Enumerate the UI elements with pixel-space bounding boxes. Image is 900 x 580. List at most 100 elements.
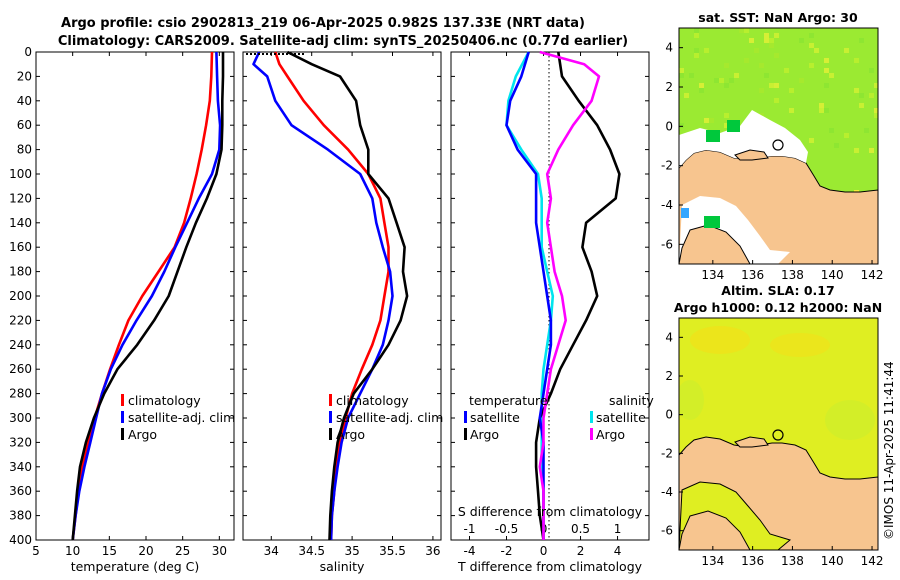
y-tick-label: 160 [9,240,32,254]
legend-swatch-climatology [329,394,332,406]
y-tick-label: 220 [9,313,32,327]
sst-pixel [704,48,709,53]
diff-line-temperature-argo [534,51,621,541]
legend-label-temp-satellite: satellite [470,410,520,425]
sst-pixel [679,123,684,128]
y-tick-label: 380 [9,509,32,523]
s-diff-tick-label: 1 [614,522,622,536]
map-lat-label: 4 [665,330,673,344]
sst-pixel [724,83,729,88]
sst-pixel [774,33,779,38]
legend-label-temp-argo: Argo [470,427,499,442]
legend-label-argo: Argo [128,427,157,442]
sst-pixel [699,83,704,88]
legend-swatch-satellite [329,411,332,423]
map-lon-label: 134 [701,554,724,568]
sst-pixel [809,138,814,143]
sst-pixel [824,58,829,63]
sst-pixel [709,118,714,123]
x-tick-label: -4 [464,544,476,558]
sst-pixel [724,123,729,128]
sst-pixel [824,108,829,113]
timestamp-stamp: ©IMOS 11-Apr-2025 11:41:44 [882,361,896,540]
salinity-panel [242,51,442,541]
sst-pixel [684,93,689,98]
map-lat-label: 2 [665,369,673,383]
x-tick-label: 34 [264,544,279,558]
map-lat-label: -4 [661,198,673,212]
sst-map-title: sat. SST: NaN Argo: 30 [698,10,858,25]
difference-legend: temperature salinity satellite Argo sate… [464,393,654,442]
map-lat-label: -2 [661,446,673,460]
sla-map-title-line1: Altim. SLA: 0.17 [721,283,834,298]
map-lat-label: -4 [661,485,673,499]
sst-pixel [864,128,869,133]
sst-pixel [859,38,864,43]
diff-line-temperature-satellite [505,51,555,540]
legend-header-temperature: temperature [469,393,548,408]
sst-pixel [754,48,759,53]
sst-pixel [854,148,859,153]
y-tick-label: 180 [9,265,32,279]
sst-pixel [729,78,734,83]
x-tick-label: 35.5 [379,544,406,558]
sst-pixel [769,83,774,88]
sst-pixel [829,128,834,133]
temperature-legend: climatology satellite-adj. clim Argo [121,393,235,442]
sst-pixel [874,83,878,88]
sst-pixel [824,83,829,88]
sla-map-title-line2: Argo h1000: 0.12 h2000: NaN [674,300,882,315]
sla-high-blob [770,333,830,357]
sst-pixel [719,78,724,83]
x-tick-label: 36 [425,544,440,558]
y-tick-label: 400 [9,533,32,547]
sla-low-blob [825,400,875,440]
sst-pixel [869,93,874,98]
x-tick-label: -2 [501,544,513,558]
x-tick-label: 20 [138,544,153,558]
diff-line-salinity-argo [538,50,601,540]
x-tick-label: 5 [32,544,40,558]
sla-low-blob [679,380,704,420]
map-lon-label: 142 [861,268,884,282]
sst-pixel [809,33,814,38]
sst-pixel [739,28,744,33]
sst-pixel [744,58,749,63]
y-tick-label: 280 [9,387,32,401]
legend-swatch-argo [329,428,332,440]
sla-map-frame [678,317,879,551]
sal-line-climatology [274,51,390,541]
sla-map [679,318,878,550]
sst-pixel [874,108,878,113]
sst-pixel [809,43,814,48]
sst-pixel [829,73,834,78]
sst-pixel [844,48,849,53]
sst-map-frame [678,27,879,265]
sst-pixel [764,38,769,43]
map-lon-label: 138 [781,554,804,568]
main-title-line2: Climatology: CARS2009. Satellite-adj cli… [58,34,628,49]
temperature-panel [35,51,235,541]
x-tick-label: 2 [577,544,585,558]
y-tick-label: 300 [9,411,32,425]
sst-pixel [724,113,729,118]
map-lat-label: 0 [665,408,673,422]
sst-pixel [774,53,779,58]
y-tick-label: 140 [9,216,32,230]
map-lat-label: -6 [661,237,673,251]
map-lon-label: 134 [701,268,724,282]
legend-label-climatology: climatology [128,393,201,408]
sst-pixel [714,78,719,83]
y-tick-label: 200 [9,289,32,303]
map-lon-label: 140 [821,554,844,568]
legend-swatch-temp-argo [464,428,467,440]
map-lon-label: 136 [741,554,764,568]
y-tick-label: 80 [17,143,32,157]
map-lon-label: 136 [741,268,764,282]
temperature-axis-label: temperature (deg C) [71,559,200,574]
legend-label-satellite: satellite-adj. clim [128,410,235,425]
map-lat-label: -2 [661,159,673,173]
legend-swatch-sal-satellite [590,411,593,423]
y-tick-label: 240 [9,338,32,352]
